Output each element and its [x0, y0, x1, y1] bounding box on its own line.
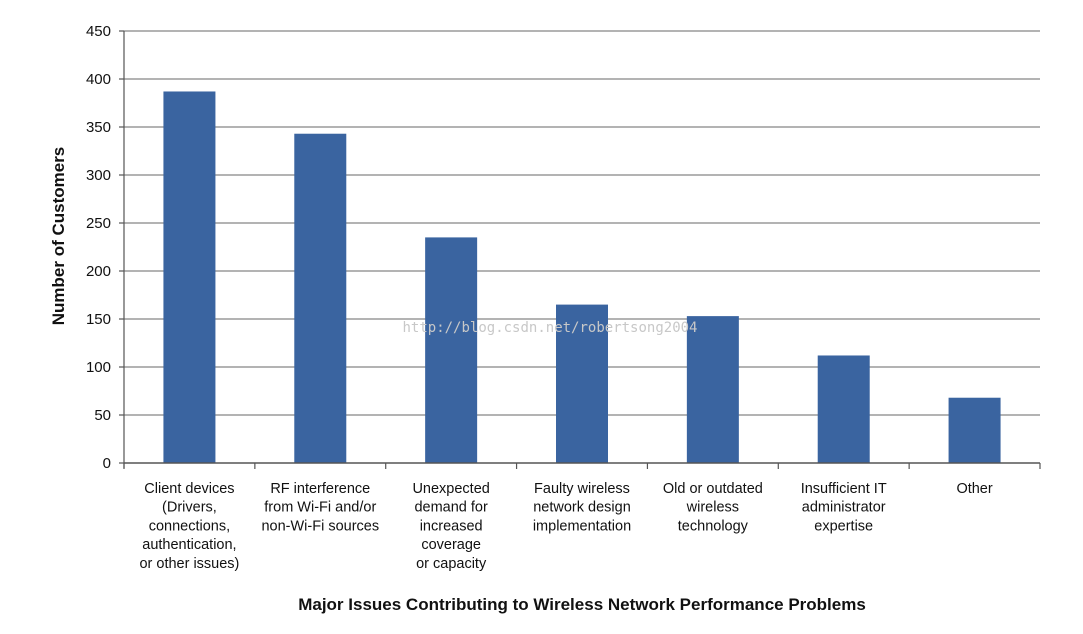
x-tick-label: Client devices (Drivers, connections, authe…	[139, 481, 239, 572]
bar	[556, 304, 608, 463]
bar	[425, 237, 478, 463]
y-tick-label: 400	[86, 71, 111, 88]
y-axis-label: Number of Customers	[49, 147, 68, 326]
watermark: http://blog.csdn.net/robertsong2004	[402, 320, 697, 336]
y-tick-label: 100	[86, 359, 111, 376]
x-ticks: Client devices (Drivers, connections, authe…	[123, 463, 1041, 572]
y-tick-label: 150	[86, 311, 111, 328]
x-tick-label: Old or outdated wireless technology	[663, 481, 763, 534]
y-ticks: 0 50 100 150 200 250 300 350 400 450	[86, 23, 124, 472]
gridlines	[124, 30, 1040, 416]
x-tick-label: Unexpected demand for increased coverage or …	[412, 481, 489, 572]
y-tick-label: 250	[86, 215, 111, 232]
bar	[948, 397, 1001, 463]
bar	[163, 91, 216, 463]
axes	[123, 31, 1040, 468]
y-tick-label: 50	[94, 407, 111, 424]
bars	[163, 91, 1001, 463]
y-tick-label: 450	[86, 23, 111, 40]
bar	[686, 316, 739, 463]
x-axis-label: Major Issues Contributing to Wireless Ne…	[298, 595, 866, 614]
x-tick-label: Other	[956, 481, 992, 497]
x-tick-label: Faulty wireless network design implementat…	[533, 481, 631, 534]
bar	[294, 133, 347, 463]
x-tick-label: Insufficient IT administrator expertise	[801, 481, 887, 534]
bar	[817, 355, 870, 463]
x-tick-label: RF interference from Wi-Fi and/or non-Wi-F…	[261, 481, 379, 534]
y-tick-label: 200	[86, 263, 111, 280]
y-tick-label: 350	[86, 119, 111, 136]
y-tick-label: 300	[86, 167, 111, 184]
y-tick-label: 0	[103, 455, 111, 472]
